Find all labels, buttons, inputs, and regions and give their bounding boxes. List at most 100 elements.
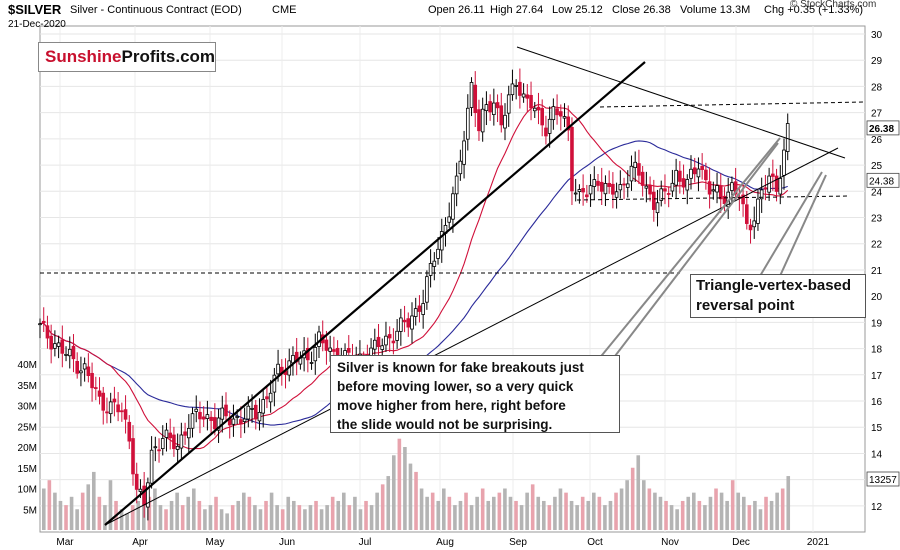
candle-body (324, 339, 329, 351)
volume-bar (514, 500, 518, 530)
chart-date: 21-Dec-2020 (8, 19, 66, 30)
candle-body (585, 194, 589, 198)
candle-body (477, 109, 481, 132)
candle-body (120, 410, 124, 413)
volume-bar (447, 496, 452, 530)
candle-body (131, 438, 135, 475)
candle-body (112, 398, 117, 403)
low-value: 25.12 (575, 4, 603, 16)
candle-body (239, 419, 243, 425)
candle-body (436, 248, 440, 259)
volume-bar (569, 500, 574, 530)
volume-bar (386, 476, 391, 530)
candle-body (105, 411, 109, 414)
volume-bar (719, 492, 724, 530)
volume-bar (297, 505, 302, 530)
volume-bar (458, 500, 463, 530)
volume-bar (119, 509, 124, 530)
candle-body (231, 418, 236, 425)
volume-badge-box (866, 471, 900, 487)
candle-body (774, 175, 779, 192)
candle-body (536, 106, 541, 111)
price-tick-label: 14 (871, 449, 883, 460)
change-label: Chg (764, 4, 785, 16)
candle-body (700, 165, 704, 170)
pointer-line-1 (611, 142, 779, 361)
volume-value: 13.3M (719, 4, 751, 16)
reversal-line-1: Triangle-vertex-based (696, 277, 852, 294)
volume-bar (158, 505, 163, 530)
candle-body (90, 372, 94, 389)
candle-body (611, 183, 615, 195)
volume-bar (80, 492, 85, 530)
candle-body (488, 101, 492, 113)
candle-body (640, 171, 645, 186)
candle-body (692, 167, 697, 175)
candle-body (268, 392, 273, 403)
price-tick-label: 12 (871, 502, 883, 513)
volume-bar (436, 500, 441, 530)
candle-body (622, 183, 626, 186)
volume-bar (553, 496, 557, 530)
last-price-badge: 26.38 (869, 124, 894, 135)
volume-bar (69, 496, 74, 530)
candle-body (428, 263, 433, 276)
month-label: Mar (56, 537, 74, 548)
volume-bar (42, 488, 46, 530)
candle-body (447, 216, 451, 223)
candle-body (704, 169, 708, 181)
month-label: Apr (132, 537, 148, 548)
candle-body (164, 429, 169, 438)
volume-bar (708, 496, 713, 530)
volume-bar (675, 509, 679, 530)
candle-body (570, 126, 574, 192)
volume-bar (492, 496, 496, 530)
volume-bar (125, 513, 129, 530)
volume-bar (375, 492, 379, 530)
candle-body (514, 84, 518, 87)
volume-bar (636, 455, 641, 530)
volume-bar (203, 509, 207, 530)
volume-bar (725, 500, 729, 530)
price-tick-label: 24 (871, 187, 883, 198)
volume-bar (592, 492, 596, 530)
candle-body (309, 362, 314, 364)
volume-bar (586, 500, 591, 530)
candle-body (183, 431, 187, 436)
ma-value-badge-box (866, 172, 900, 188)
candle-body (674, 169, 678, 186)
month-label: Jun (279, 537, 295, 548)
candle-body (648, 185, 652, 195)
candle-body (60, 339, 65, 354)
candle-body (123, 409, 128, 420)
volume-bar (303, 509, 307, 530)
volume-bar (58, 500, 63, 530)
horizontal-22-line (576, 195, 851, 201)
candle-body (562, 116, 567, 119)
candle-body (782, 149, 786, 176)
candle-body (216, 417, 221, 431)
volume-bar (269, 492, 274, 530)
volume-bar (442, 488, 446, 530)
candle-body (224, 404, 228, 417)
candle-body (346, 348, 351, 353)
candle-body (67, 348, 72, 357)
volume-bar (397, 438, 402, 530)
volume-bar (314, 500, 318, 530)
ticker-symbol: $SILVER (8, 2, 62, 17)
volume-bar (775, 492, 779, 530)
candle-body (596, 180, 600, 186)
fake-breakout-note: Silver is known for fake breakouts just … (330, 355, 620, 433)
price-tick-label: 16 (871, 397, 883, 408)
candle-body (763, 187, 768, 190)
volume-bar (508, 496, 513, 530)
candle-body (205, 414, 210, 419)
note-line-3: move higher from here, right before (337, 398, 566, 413)
volume-bar (192, 488, 196, 530)
pointer-line-2 (597, 137, 781, 361)
candle-body (599, 181, 604, 192)
candle-body (678, 170, 682, 182)
price-tick-label: 27 (871, 109, 883, 120)
candle-body (328, 347, 332, 352)
candle-body (179, 434, 184, 449)
